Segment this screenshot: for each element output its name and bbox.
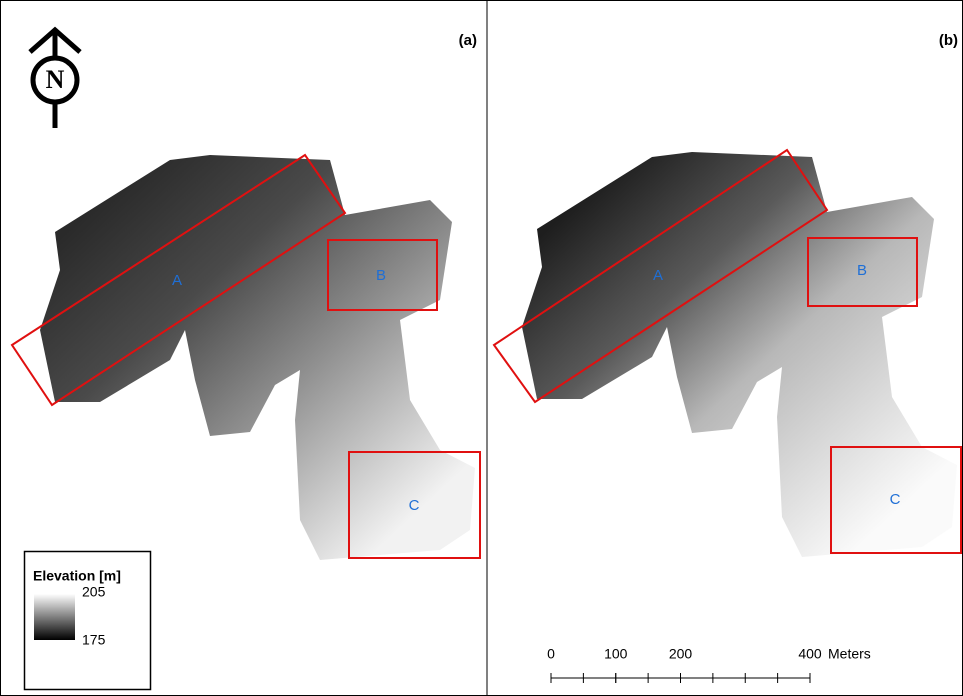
region-box — [327, 239, 438, 311]
region-label: B — [857, 262, 867, 279]
region-box — [830, 446, 962, 554]
legend-title: Elevation [m] — [33, 568, 121, 584]
region-label: B — [376, 267, 386, 284]
scale-label: 400 — [798, 646, 822, 662]
region-label: C — [409, 497, 420, 514]
scale-label: 0 — [547, 646, 555, 662]
panel-label: (b) — [939, 32, 958, 49]
region-box — [807, 237, 918, 307]
legend-min: 175 — [82, 632, 106, 648]
region-box — [10, 153, 347, 407]
scale-unit: Meters — [828, 646, 871, 662]
north-label: N — [46, 65, 65, 94]
north-arrow — [28, 26, 82, 128]
scale-label: 200 — [669, 646, 693, 662]
region-box — [492, 148, 829, 404]
legend-max: 205 — [82, 584, 106, 600]
region-label: A — [172, 272, 182, 289]
panel-label: (a) — [459, 32, 477, 49]
region-label: A — [653, 267, 663, 284]
legend-ramp — [34, 594, 75, 640]
region-box — [348, 451, 481, 559]
scale-label: 100 — [604, 646, 628, 662]
region-label: C — [890, 491, 901, 508]
scale-bar: 0 100 200 400 Meters — [547, 646, 871, 683]
